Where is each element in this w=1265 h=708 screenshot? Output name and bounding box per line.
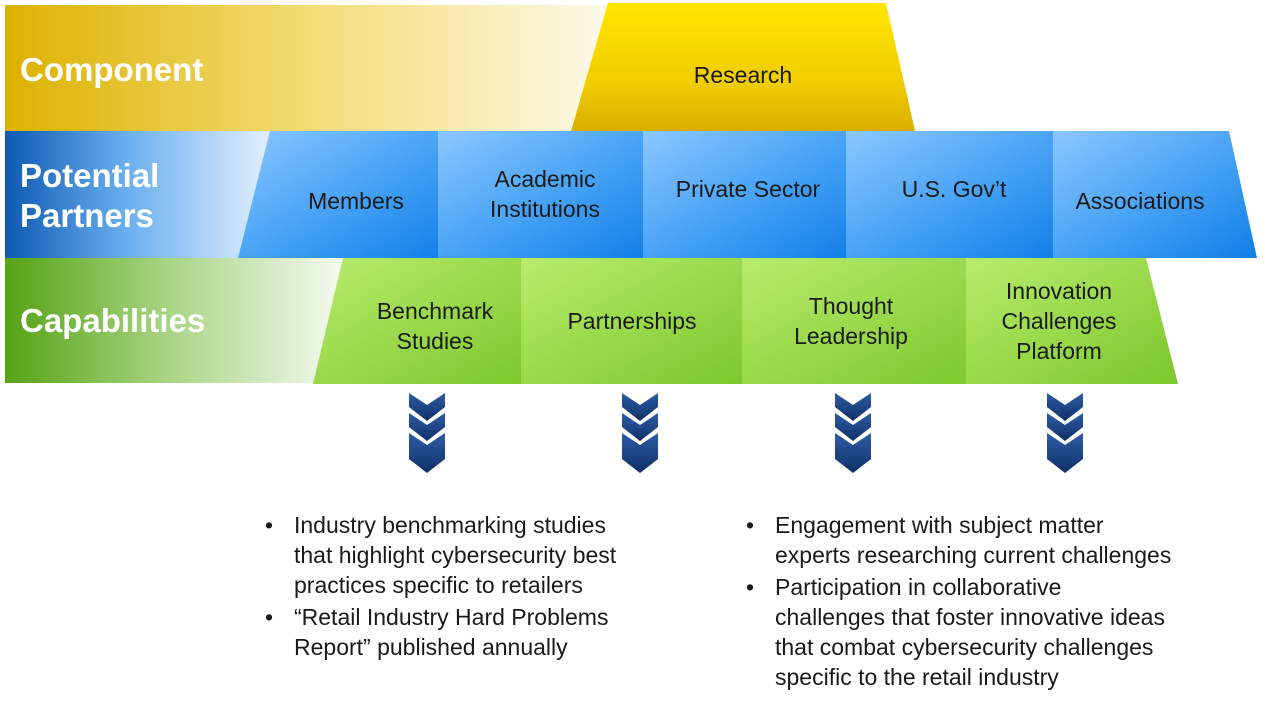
- capability-benchmark-line-2: Studies: [396, 328, 474, 354]
- partner-academic-label-line-2: Institutions: [490, 195, 600, 222]
- bullet-line: practices specific to retailers: [294, 572, 583, 598]
- bullet-marker: •: [265, 512, 274, 538]
- partner-private-sector-label: Private Sector: [675, 175, 821, 202]
- list-item: • Participation in collaborative challen…: [746, 572, 1251, 692]
- bullet-line: “Retail Industry Hard Problems: [294, 604, 609, 630]
- capability-innovation-line-3: Platform: [1016, 338, 1102, 364]
- capability-innovation-line-2: Challenges: [1001, 308, 1117, 334]
- partner-associations-label: Associations: [1075, 187, 1205, 214]
- partner-academic-institutions-box: Academic Institutions: [438, 131, 652, 258]
- partner-us-govt-box: U.S. Gov’t: [846, 131, 1062, 258]
- capability-partnerships-box: Partnerships: [521, 258, 751, 384]
- chevron-down-icon: [1047, 393, 1083, 478]
- bullet-line: specific to the retail industry: [775, 664, 1059, 690]
- chevron-down-icon: [622, 393, 658, 478]
- list-item: • Engagement with subject matter experts…: [746, 510, 1251, 570]
- bullet-line: that highlight cybersecurity best: [294, 542, 617, 568]
- bullet-line: Participation in collaborative: [775, 574, 1062, 600]
- potential-partners-label-line-2: Partners: [20, 197, 154, 234]
- right-bullet-list: • Engagement with subject matter experts…: [746, 510, 1251, 694]
- capability-thought-leadership-box: Thought Leadership: [742, 258, 978, 384]
- component-row-label: Component: [20, 51, 204, 88]
- research-component-box: Research: [570, 3, 916, 135]
- left-bullet-list: • Industry benchmarking studies that hig…: [265, 510, 705, 664]
- capability-innovation-line-1: Innovation: [1005, 278, 1113, 304]
- capability-partnerships-label: Partnerships: [567, 308, 697, 334]
- partner-associations-box: Associations: [1053, 131, 1257, 258]
- partner-members-label: Members: [308, 187, 404, 214]
- list-item: • Industry benchmarking studies that hig…: [265, 510, 705, 600]
- potential-partners-row-label: Potential Partners: [20, 156, 159, 236]
- bullet-line: challenges that foster innovative ideas: [775, 604, 1165, 630]
- bullet-line: Industry benchmarking studies: [294, 512, 606, 538]
- bullet-line: Report” published annually: [294, 634, 568, 660]
- potential-partners-label-line-1: Potential: [20, 157, 160, 194]
- capability-innovation-challenges-box: Innovation Challenges Platform: [966, 258, 1178, 384]
- research-label: Research: [693, 62, 793, 88]
- bullet-line: experts researching current challenges: [775, 542, 1172, 568]
- partner-academic-label-line-1: Academic: [494, 165, 596, 192]
- partner-private-sector-box: Private Sector: [643, 131, 853, 258]
- chevron-down-icon: [835, 393, 871, 478]
- capability-thought-line-2: Leadership: [794, 323, 908, 349]
- capability-thought-line-1: Thought: [808, 293, 894, 319]
- bullet-marker: •: [746, 512, 755, 538]
- chevron-down-icon: [409, 393, 445, 478]
- capability-benchmark-studies-box: Benchmark Studies: [313, 258, 533, 384]
- partner-members-box: Members: [238, 131, 450, 258]
- capability-benchmark-line-1: Benchmark: [376, 298, 494, 324]
- list-item: • “Retail Industry Hard Problems Report”…: [265, 602, 705, 662]
- bullet-line: Engagement with subject matter: [775, 512, 1104, 538]
- capabilities-row-band: [5, 258, 365, 383]
- bullet-marker: •: [265, 604, 274, 630]
- component-row-band: [5, 5, 665, 131]
- bullet-line: that combat cybersecurity challenges: [775, 634, 1154, 660]
- bullet-marker: •: [746, 574, 755, 600]
- partner-us-govt-label: U.S. Gov’t: [901, 175, 1007, 202]
- capabilities-row-label: Capabilities: [20, 302, 206, 339]
